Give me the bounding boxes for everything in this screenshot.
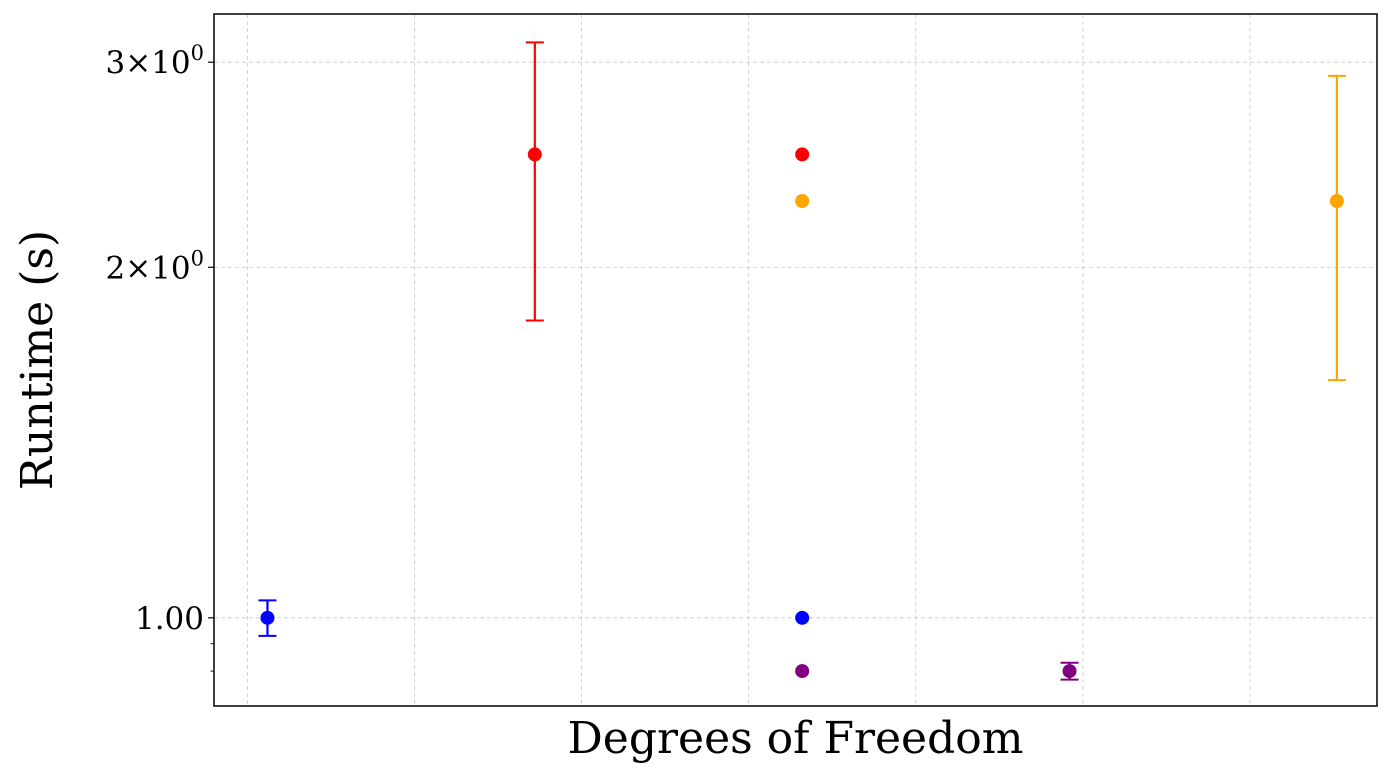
y-tick-label: 2×100 (105, 246, 204, 286)
grid-layer (214, 14, 1377, 706)
y-tick-label: 3×100 (105, 41, 204, 81)
point-layer (258, 41, 1346, 681)
y-axis-label: Runtime (s) (12, 230, 63, 490)
data-point (527, 147, 542, 162)
x-axis-label: Degrees of Freedom (568, 713, 1024, 764)
y-tick-label: 1.00 (135, 601, 204, 637)
tick-layer: 1.00 2×100 3×100 (105, 41, 214, 672)
data-point (795, 193, 810, 208)
data-point (260, 610, 275, 625)
data-point (795, 610, 810, 625)
data-point (1329, 193, 1344, 208)
data-point (1062, 664, 1077, 679)
data-point (795, 664, 810, 679)
plot-frame (213, 13, 1378, 707)
data-point (795, 147, 810, 162)
